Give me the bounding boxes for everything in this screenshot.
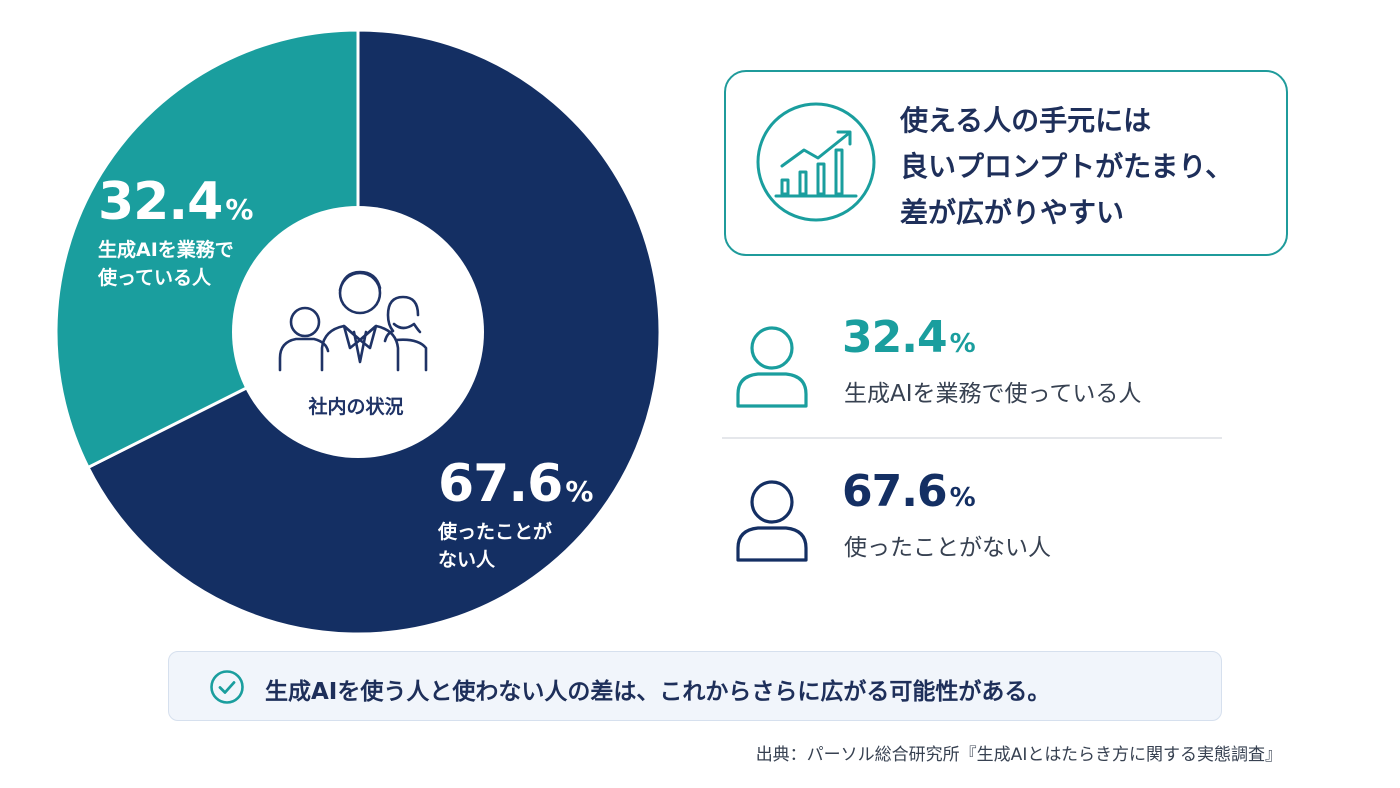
callout-line-3: 差が広がりやすい [900,196,1125,229]
callout-line-1: 使える人の手元には [900,104,1152,137]
people-group-icon [278,270,428,372]
person-icon [736,326,808,408]
source-citation: 出典：パーソル総合研究所『生成AIとはたらき方に関する実態調査』 [755,745,1282,765]
slice-value-unused: 67.6 [438,454,563,514]
slice-desc-used-line2: 使っている人 [98,267,212,289]
donut-hole [232,206,484,458]
donut-center-label: 社内の状況 [308,396,404,418]
stat-value-used: 32.4 [842,312,948,363]
stat-value-unused: 67.6 [842,466,948,517]
growth-chart-icon [756,102,876,222]
slice-desc-used-line1: 生成AIを業務で [98,239,234,261]
conclusion-banner: 生成AIを使う人と使わない人の差は、これからさらに広がる可能性がある。 [168,651,1222,721]
slice-label-used: 32.4% 生成AIを業務で 使っている人 [98,176,253,292]
stat-row-unused: 67.6% 使ったことがない人 [730,470,1230,580]
stat-label-used: 生成AIを業務で使っている人 [844,381,1142,407]
conclusion-text: 生成AIを使う人と使わない人の差は、これからさらに広がる可能性がある。 [265,679,1051,705]
insight-callout: 使える人の手元には 良いプロンプトがたまり、 差が広がりやすい [724,70,1288,256]
check-circle-icon [210,670,244,704]
stat-label-unused: 使ったことがない人 [844,535,1051,561]
stat-row-used: 32.4% 生成AIを業務で使っている人 [730,316,1230,426]
slice-value-used: 32.4 [98,172,223,232]
stat-divider [722,437,1222,439]
slice-desc-unused-line1: 使ったことが [438,521,553,543]
slice-label-unused: 67.6% 使ったことが ない人 [438,458,593,574]
callout-message: 使える人の手元には 良いプロンプトがたまり、 差が広がりやすい [900,98,1233,236]
slice-desc-unused-line2: ない人 [438,549,496,571]
callout-line-2: 良いプロンプトがたまり、 [900,150,1234,183]
person-icon [736,480,808,562]
